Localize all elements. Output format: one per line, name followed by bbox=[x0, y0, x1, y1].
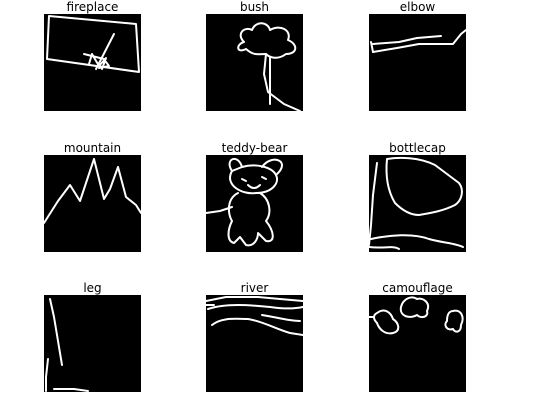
panel-title: mountain bbox=[63, 141, 122, 155]
camouflage-doodle-icon bbox=[369, 295, 466, 392]
panel-title: fireplace bbox=[66, 0, 119, 14]
panel-title: leg bbox=[83, 281, 102, 295]
panel-title: bottlecap bbox=[389, 141, 446, 155]
leg-doodle-icon bbox=[44, 295, 141, 392]
river-doodle-icon bbox=[206, 295, 303, 392]
panel-title: teddy-bear bbox=[221, 141, 288, 155]
panel-title: river bbox=[240, 281, 269, 295]
bottlecap-doodle-icon bbox=[369, 155, 466, 252]
panel-title: camouflage bbox=[382, 281, 453, 295]
teddy-bear-doodle-icon bbox=[206, 155, 303, 252]
fireplace-doodle-icon bbox=[44, 14, 141, 111]
mountain-doodle-icon bbox=[44, 155, 141, 252]
panel-title: elbow bbox=[399, 0, 436, 14]
bush-doodle-icon bbox=[206, 14, 303, 111]
panel-title: bush bbox=[239, 0, 270, 14]
elbow-doodle-icon bbox=[369, 14, 466, 111]
